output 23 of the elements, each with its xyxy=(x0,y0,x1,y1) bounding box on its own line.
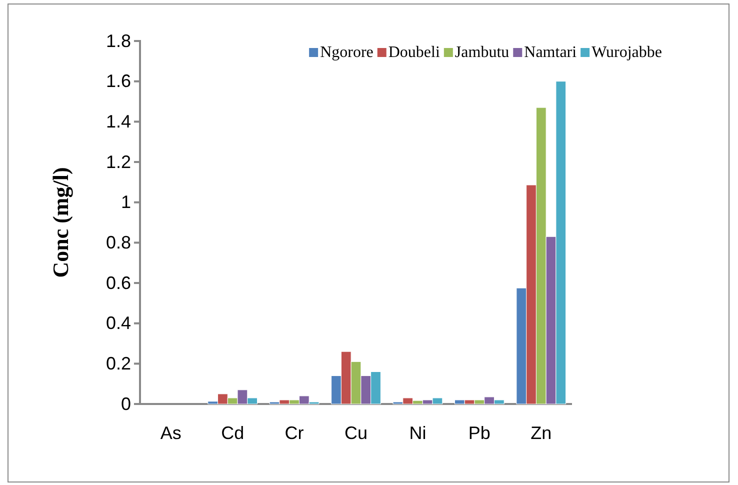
y-axis-title: Conc (mg/l) xyxy=(48,167,73,278)
x-tick-label: Cd xyxy=(221,422,244,443)
x-tick-label: Cu xyxy=(344,422,368,443)
y-tick-label: 1.2 xyxy=(106,152,131,172)
x-tick-label: Cr xyxy=(284,422,304,443)
y-tick-label: 0.8 xyxy=(106,232,131,252)
legend-label: Namtari xyxy=(524,44,578,61)
legend-label: Wurojabbe xyxy=(592,44,662,61)
y-tick-label: 1.6 xyxy=(106,71,131,92)
y-tick-label: 0.2 xyxy=(106,353,131,374)
y-tick-label: 0.6 xyxy=(106,272,131,293)
legend-label: Ngorore xyxy=(320,44,374,61)
x-tick-label: As xyxy=(160,422,182,443)
y-tick-label: 1 xyxy=(120,192,131,212)
y-tick-label: 1.4 xyxy=(106,111,131,132)
x-tick-label: Zn xyxy=(530,422,552,443)
y-tick-label: 0.4 xyxy=(106,313,131,334)
legend-label: Jambutu xyxy=(454,44,510,61)
x-tick-label: Pb xyxy=(468,422,490,443)
x-tick-label: Ni xyxy=(409,422,426,443)
y-tick-label: 1.8 xyxy=(106,30,131,51)
legend-label: Doubeli xyxy=(388,44,440,61)
y-tick-label: 0 xyxy=(120,394,131,414)
